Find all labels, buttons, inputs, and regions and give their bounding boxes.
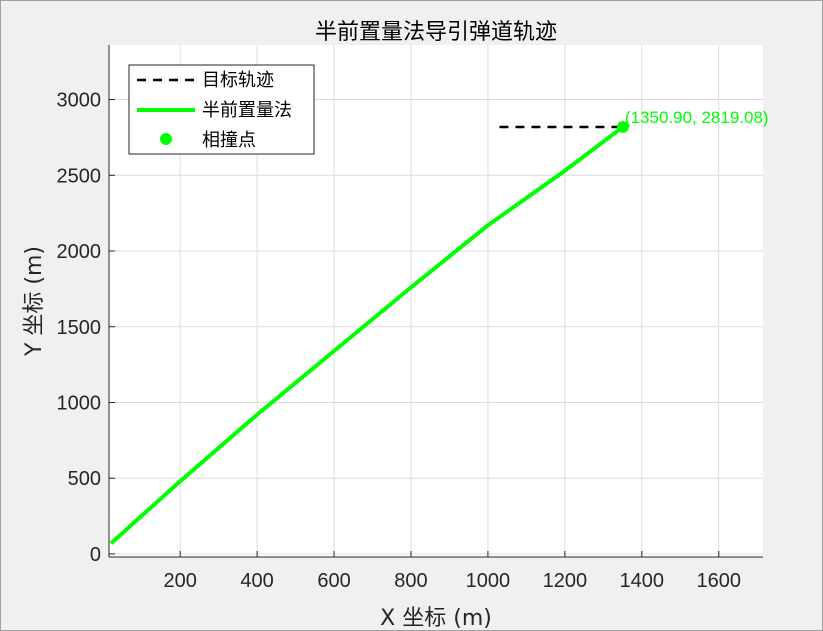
legend-swatch-collision <box>160 133 172 145</box>
y-tick-label: 1000 <box>57 392 102 414</box>
y-tick-label: 2000 <box>57 241 102 263</box>
collision-point-annotation: (1350.90, 2819.08) <box>625 108 769 127</box>
x-tick-label: 1400 <box>620 570 665 592</box>
collision-point-marker <box>616 120 629 133</box>
x-tick-label: 200 <box>163 570 196 592</box>
grid-lines <box>109 45 763 557</box>
guidance-trajectory-line <box>109 125 625 545</box>
chart-title: 半前置量法导引弹道轨迹 <box>315 20 557 45</box>
y-tick-label: 2500 <box>57 165 102 187</box>
x-tick-label: 800 <box>394 570 427 592</box>
y-tick-label: 500 <box>68 468 101 490</box>
y-tick-label: 3000 <box>57 90 102 112</box>
x-tick-label: 400 <box>240 570 273 592</box>
series-layer: (1350.90, 2819.08) <box>109 108 769 545</box>
axes <box>108 45 763 558</box>
legend-label-target: 目标轨迹 <box>202 70 274 91</box>
legend-label-collision: 相撞点 <box>202 130 256 151</box>
x-tick-label: 1200 <box>543 570 588 592</box>
x-tick-label: 1000 <box>466 570 511 592</box>
x-tick-label: 1600 <box>697 570 742 592</box>
x-axis-title: X 坐标 (m) <box>380 606 492 630</box>
x-tick-label: 600 <box>317 570 350 592</box>
y-tick-label: 1500 <box>57 317 102 339</box>
legend: 目标轨迹 半前置量法 相撞点 <box>128 64 315 155</box>
y-tick-label: 0 <box>90 544 101 566</box>
legend-label-guidance: 半前置量法 <box>202 100 292 121</box>
tick-labels: 200 400 600 800 1000 1200 1400 1600 0 500 1000 1500… <box>57 90 742 592</box>
y-axis-title: Y 坐标 (m) <box>22 246 47 357</box>
